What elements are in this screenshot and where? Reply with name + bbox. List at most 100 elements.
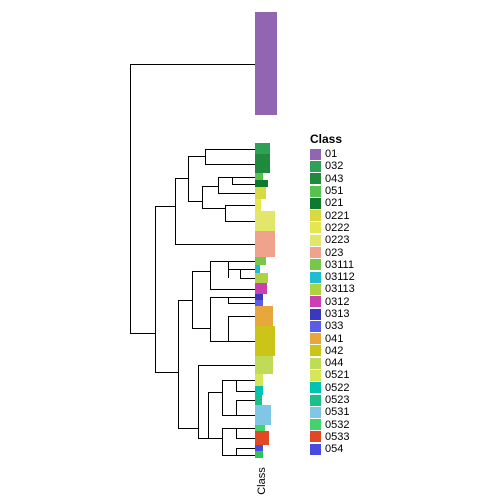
- legend-item: 01: [310, 148, 355, 160]
- legend-item: 03112: [310, 271, 355, 283]
- leaf-bar: [255, 431, 269, 445]
- legend-swatch: [310, 247, 321, 258]
- legend-item: 0313: [310, 308, 355, 320]
- legend-label: 01: [325, 148, 337, 160]
- legend-label: 032: [325, 160, 343, 172]
- leaf-bar: [255, 231, 275, 257]
- legend-label: 03111: [325, 259, 354, 271]
- legend-item: 0532: [310, 419, 355, 431]
- legend-swatch: [310, 407, 321, 418]
- leaf-bar: [255, 283, 267, 294]
- legend-label: 0312: [325, 296, 349, 308]
- legend-item: 0531: [310, 406, 355, 418]
- legend-label: 041: [325, 333, 343, 345]
- legend-swatch: [310, 149, 321, 160]
- leaf-bar: [255, 306, 273, 326]
- legend-item: 03113: [310, 283, 355, 295]
- legend-title: Class: [310, 132, 355, 146]
- legend-swatch: [310, 431, 321, 442]
- legend-label: 054: [325, 443, 343, 455]
- legend-label: 023: [325, 247, 343, 259]
- legend-label: 03112: [325, 271, 355, 283]
- leaf-bar: [255, 180, 268, 187]
- legend-swatch: [310, 296, 321, 307]
- legend-item: 041: [310, 332, 355, 344]
- legend-label: 0222: [325, 222, 349, 234]
- legend-item: 0221: [310, 209, 355, 221]
- leaf-bar: [255, 326, 275, 356]
- legend-swatch: [310, 345, 321, 356]
- legend-label: 0313: [325, 308, 349, 320]
- legend-swatch: [310, 272, 321, 283]
- legend-label: 0223: [325, 234, 349, 246]
- legend-item: 042: [310, 345, 355, 357]
- legend-label: 044: [325, 357, 343, 369]
- legend-swatch: [310, 161, 321, 172]
- leaf-bar: [255, 199, 261, 211]
- leaf-bar: [255, 187, 266, 199]
- leaf-bar: [255, 173, 263, 180]
- leaf-bar: [255, 12, 277, 115]
- legend-label: 0521: [325, 369, 349, 381]
- leaf-bar: [255, 257, 266, 265]
- legend-swatch: [310, 419, 321, 430]
- legend-swatch: [310, 444, 321, 455]
- legend-swatch: [310, 370, 321, 381]
- leaf-bar: [255, 405, 271, 425]
- legend-swatch: [310, 333, 321, 344]
- class-legend: Class 0103204305102102210222022302303111…: [310, 132, 355, 455]
- legend-item: 023: [310, 246, 355, 258]
- axis-label-class: Class: [256, 467, 268, 495]
- legend-swatch: [310, 210, 321, 221]
- legend-swatch: [310, 382, 321, 393]
- legend-item: 0522: [310, 382, 355, 394]
- legend-label: 033: [325, 320, 343, 332]
- leaf-bar: [255, 211, 275, 231]
- legend-item: 033: [310, 320, 355, 332]
- legend-swatch: [310, 395, 321, 406]
- legend-item: 054: [310, 443, 355, 455]
- legend-item: 044: [310, 357, 355, 369]
- legend-item: 051: [310, 185, 355, 197]
- legend-swatch: [310, 284, 321, 295]
- legend-item: 0312: [310, 296, 355, 308]
- legend-label: 0522: [325, 382, 349, 394]
- dendrogram-canvas: Class 0103204305102102210222022302303111…: [0, 0, 504, 504]
- legend-label: 0531: [325, 406, 349, 418]
- legend-item: 0533: [310, 431, 355, 443]
- legend-label: 03113: [325, 283, 355, 295]
- legend-label: 0532: [325, 419, 349, 431]
- leaf-bar: [255, 395, 262, 405]
- legend-swatch: [310, 186, 321, 197]
- legend-label: 0523: [325, 394, 349, 406]
- legend-item: 032: [310, 160, 355, 172]
- legend-label: 051: [325, 185, 343, 197]
- legend-label: 042: [325, 345, 343, 357]
- legend-item: 0222: [310, 222, 355, 234]
- legend-item: 043: [310, 173, 355, 185]
- leaf-bar: [255, 265, 260, 273]
- leaf-bar: [255, 386, 263, 395]
- legend-swatch: [310, 198, 321, 209]
- legend-swatch: [310, 173, 321, 184]
- leaf-bar: [255, 356, 273, 374]
- leaf-bar: [255, 143, 270, 154]
- legend-item: 0523: [310, 394, 355, 406]
- leaf-bar: [255, 154, 270, 173]
- leaf-bar: [255, 374, 263, 386]
- leaf-bar: [255, 451, 263, 458]
- legend-label: 0221: [325, 210, 349, 222]
- legend-item: 021: [310, 197, 355, 209]
- legend-label: 021: [325, 197, 343, 209]
- legend-label: 043: [325, 173, 343, 185]
- legend-label: 0533: [325, 431, 349, 443]
- legend-item: 03111: [310, 259, 355, 271]
- leaf-bar: [255, 273, 268, 283]
- legend-swatch: [310, 321, 321, 332]
- legend-swatch: [310, 235, 321, 246]
- legend-item: 0223: [310, 234, 355, 246]
- legend-swatch: [310, 259, 321, 270]
- legend-swatch: [310, 358, 321, 369]
- legend-swatch: [310, 309, 321, 320]
- legend-item: 0521: [310, 369, 355, 381]
